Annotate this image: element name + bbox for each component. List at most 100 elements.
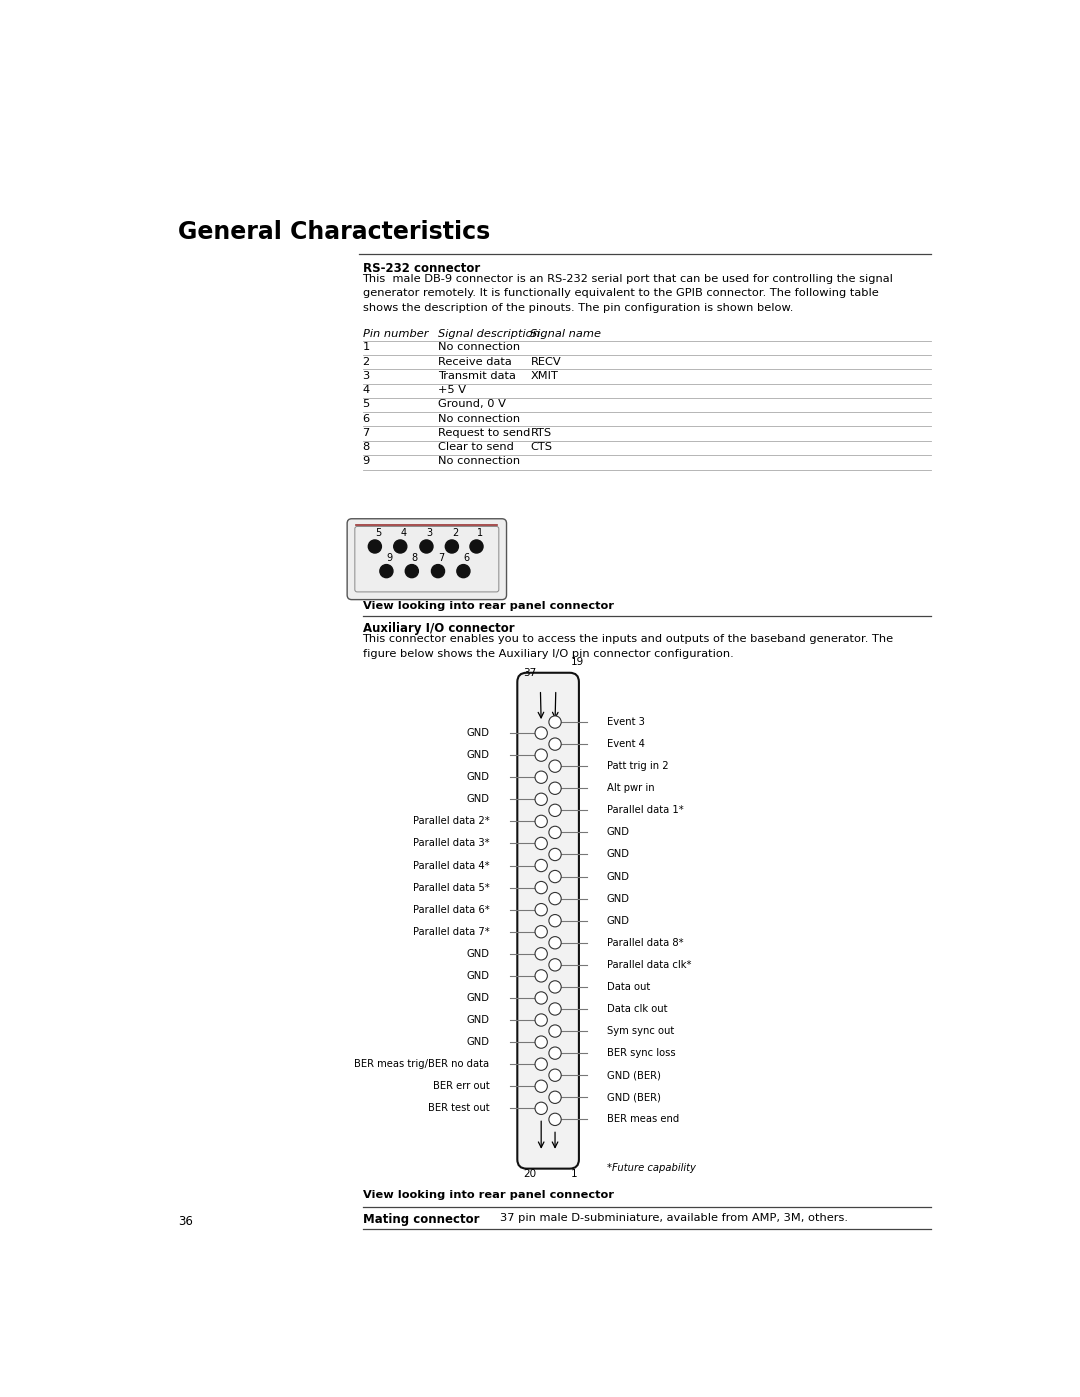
Text: *Future capability: *Future capability bbox=[607, 1164, 696, 1173]
Text: 1: 1 bbox=[571, 1169, 578, 1179]
Circle shape bbox=[535, 926, 548, 937]
Circle shape bbox=[549, 760, 562, 773]
Circle shape bbox=[535, 970, 548, 982]
Text: 37 pin male D-subminiature, available from AMP, 3M, others.: 37 pin male D-subminiature, available fr… bbox=[500, 1214, 848, 1224]
Text: RTS: RTS bbox=[530, 427, 552, 437]
Text: Alt pwr in: Alt pwr in bbox=[607, 784, 654, 793]
Circle shape bbox=[535, 771, 548, 784]
Text: GND (BER): GND (BER) bbox=[607, 1070, 661, 1080]
Circle shape bbox=[549, 715, 562, 728]
Circle shape bbox=[535, 726, 548, 739]
Text: 3: 3 bbox=[363, 372, 369, 381]
Circle shape bbox=[420, 539, 433, 553]
Text: GND: GND bbox=[467, 750, 489, 760]
Text: 5: 5 bbox=[363, 400, 369, 409]
Text: Parallel data 4*: Parallel data 4* bbox=[413, 861, 489, 870]
Text: Parallel data 3*: Parallel data 3* bbox=[413, 838, 489, 848]
Circle shape bbox=[431, 564, 445, 578]
Text: Parallel data 8*: Parallel data 8* bbox=[607, 937, 684, 947]
Text: Patt trig in 2: Patt trig in 2 bbox=[607, 761, 669, 771]
Text: Parallel data 5*: Parallel data 5* bbox=[413, 883, 489, 893]
Text: 8: 8 bbox=[411, 553, 418, 563]
Text: BER sync loss: BER sync loss bbox=[607, 1048, 675, 1058]
Text: BER meas end: BER meas end bbox=[607, 1115, 679, 1125]
Circle shape bbox=[535, 882, 548, 894]
Circle shape bbox=[549, 848, 562, 861]
Circle shape bbox=[549, 1003, 562, 1016]
FancyBboxPatch shape bbox=[355, 527, 499, 592]
Circle shape bbox=[535, 947, 548, 960]
Text: This  male DB-9 connector is an RS-232 serial port that can be used for controll: This male DB-9 connector is an RS-232 se… bbox=[363, 274, 893, 313]
Text: 36: 36 bbox=[178, 1215, 192, 1228]
FancyBboxPatch shape bbox=[517, 673, 579, 1169]
Text: Signal description: Signal description bbox=[438, 330, 540, 339]
Text: Mating connector: Mating connector bbox=[363, 1214, 480, 1227]
Text: 4: 4 bbox=[363, 386, 369, 395]
Text: Ground, 0 V: Ground, 0 V bbox=[438, 400, 505, 409]
Text: This connector enables you to access the inputs and outputs of the baseband gene: This connector enables you to access the… bbox=[363, 634, 893, 658]
Text: BER meas trig/BER no data: BER meas trig/BER no data bbox=[354, 1059, 489, 1069]
Text: GND: GND bbox=[467, 795, 489, 805]
Text: Parallel data 7*: Parallel data 7* bbox=[413, 926, 489, 937]
Text: GND: GND bbox=[467, 1016, 489, 1025]
Text: BER test out: BER test out bbox=[428, 1104, 489, 1113]
Circle shape bbox=[549, 870, 562, 883]
Text: Event 3: Event 3 bbox=[607, 717, 645, 726]
Text: Event 4: Event 4 bbox=[607, 739, 645, 749]
Text: XMIT: XMIT bbox=[530, 372, 558, 381]
Text: GND: GND bbox=[467, 773, 489, 782]
Circle shape bbox=[549, 958, 562, 971]
Text: BER err out: BER err out bbox=[433, 1081, 489, 1091]
Circle shape bbox=[535, 749, 548, 761]
Text: 2: 2 bbox=[451, 528, 458, 538]
Circle shape bbox=[549, 981, 562, 993]
Text: GND: GND bbox=[607, 827, 630, 837]
Text: GND: GND bbox=[607, 849, 630, 859]
Circle shape bbox=[549, 1025, 562, 1037]
Text: GND: GND bbox=[467, 971, 489, 981]
Text: Pin number: Pin number bbox=[363, 330, 428, 339]
Circle shape bbox=[535, 904, 548, 916]
Text: GND (BER): GND (BER) bbox=[607, 1092, 661, 1102]
Text: 5: 5 bbox=[375, 528, 381, 538]
Circle shape bbox=[535, 992, 548, 1004]
Circle shape bbox=[535, 1014, 548, 1027]
Circle shape bbox=[549, 915, 562, 926]
Circle shape bbox=[549, 936, 562, 949]
Text: RS-232 connector: RS-232 connector bbox=[363, 261, 480, 275]
Circle shape bbox=[535, 1102, 548, 1115]
Text: Parallel data 2*: Parallel data 2* bbox=[413, 816, 489, 827]
Circle shape bbox=[535, 859, 548, 872]
Text: Request to send: Request to send bbox=[438, 427, 530, 437]
Text: RECV: RECV bbox=[530, 356, 561, 366]
Circle shape bbox=[535, 1037, 548, 1048]
Text: Auxiliary I/O connector: Auxiliary I/O connector bbox=[363, 622, 514, 636]
Text: 2: 2 bbox=[363, 356, 369, 366]
Circle shape bbox=[549, 1069, 562, 1081]
Text: No connection: No connection bbox=[438, 414, 521, 423]
Text: Sym sync out: Sym sync out bbox=[607, 1025, 674, 1037]
Text: GND: GND bbox=[607, 894, 630, 904]
Circle shape bbox=[368, 539, 381, 553]
Circle shape bbox=[535, 837, 548, 849]
Circle shape bbox=[535, 1058, 548, 1070]
Circle shape bbox=[457, 564, 470, 578]
Text: No connection: No connection bbox=[438, 457, 521, 467]
Circle shape bbox=[405, 564, 418, 578]
Text: 20: 20 bbox=[524, 1169, 537, 1179]
Text: 8: 8 bbox=[363, 441, 369, 453]
Circle shape bbox=[535, 793, 548, 806]
Text: GND: GND bbox=[607, 915, 630, 926]
Circle shape bbox=[535, 816, 548, 827]
Text: Parallel data 6*: Parallel data 6* bbox=[413, 905, 489, 915]
Text: Signal name: Signal name bbox=[530, 330, 602, 339]
Text: Parallel data 1*: Parallel data 1* bbox=[607, 805, 684, 816]
Text: Transmit data: Transmit data bbox=[438, 372, 516, 381]
Circle shape bbox=[549, 1113, 562, 1126]
Text: GND: GND bbox=[467, 949, 489, 958]
Circle shape bbox=[549, 805, 562, 816]
Text: 37: 37 bbox=[524, 668, 537, 678]
Circle shape bbox=[380, 564, 393, 578]
Circle shape bbox=[549, 738, 562, 750]
Text: Receive data: Receive data bbox=[438, 356, 512, 366]
